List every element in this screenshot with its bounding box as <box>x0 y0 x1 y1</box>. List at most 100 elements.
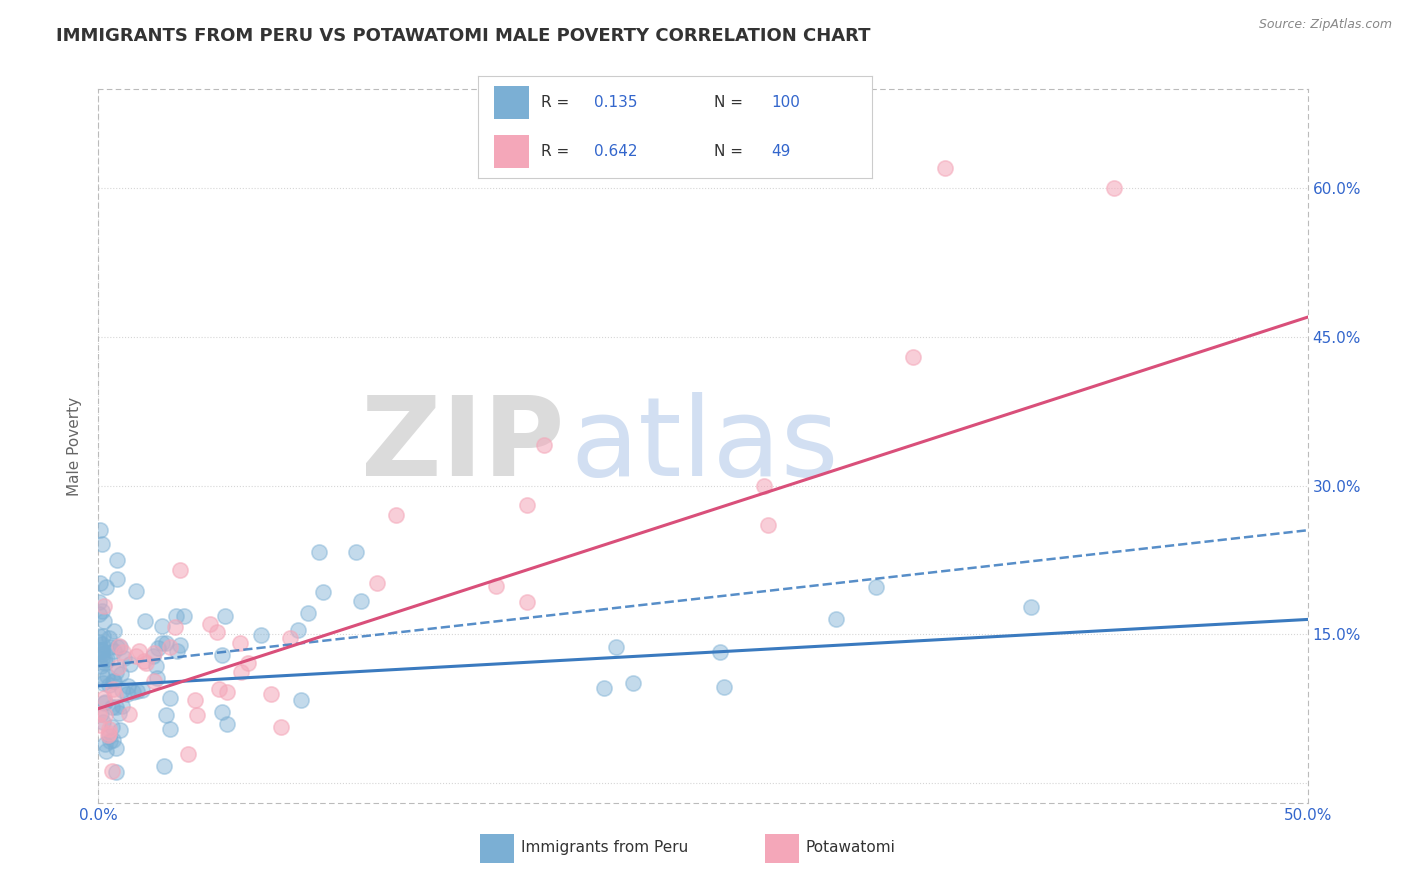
Point <box>278 631 301 645</box>
Point <box>215 716 238 731</box>
Point <box>91 648 114 662</box>
Point <box>516 595 538 609</box>
Point <box>94 737 117 751</box>
Point <box>93 599 115 613</box>
Text: ZIP: ZIP <box>360 392 564 500</box>
Point <box>87 607 110 621</box>
Point <box>108 706 131 720</box>
Point <box>101 681 124 696</box>
Point <box>91 644 114 658</box>
Point <box>934 161 956 176</box>
Point <box>112 651 135 665</box>
Point <box>87 629 110 643</box>
Point <box>107 572 129 586</box>
Text: atlas: atlas <box>569 392 838 500</box>
Point <box>312 584 335 599</box>
FancyBboxPatch shape <box>494 136 529 168</box>
Point <box>87 595 110 609</box>
Point <box>131 682 153 697</box>
Point <box>366 575 388 590</box>
Text: 49: 49 <box>772 145 790 160</box>
Point <box>90 637 112 651</box>
Point <box>229 665 252 680</box>
Point <box>155 708 177 723</box>
Point <box>94 657 117 671</box>
Point <box>111 683 134 698</box>
Point <box>713 680 735 694</box>
Point <box>117 679 139 693</box>
Point <box>229 636 252 650</box>
Point <box>308 544 330 558</box>
Point <box>94 744 117 758</box>
Point <box>270 720 292 734</box>
Point <box>93 708 115 723</box>
Point <box>89 706 111 721</box>
Point <box>142 649 165 664</box>
Text: 0.642: 0.642 <box>595 145 638 160</box>
Point <box>94 653 117 667</box>
Point <box>89 643 111 657</box>
Point <box>105 740 128 755</box>
Point <box>98 640 121 655</box>
Point <box>865 580 887 594</box>
Point <box>166 644 188 658</box>
Point <box>385 508 408 522</box>
Point <box>90 669 112 683</box>
Point <box>155 636 177 650</box>
Point <box>200 616 222 631</box>
Point <box>173 609 195 624</box>
Point <box>107 660 129 674</box>
Point <box>103 644 125 658</box>
Point <box>89 576 111 591</box>
Point <box>98 678 121 692</box>
Point <box>592 681 614 695</box>
Point <box>89 523 111 537</box>
Point <box>150 618 173 632</box>
Point <box>142 674 165 689</box>
Point <box>344 545 367 559</box>
Point <box>135 657 157 671</box>
Point <box>98 722 121 736</box>
FancyBboxPatch shape <box>765 834 799 863</box>
Point <box>90 707 112 722</box>
Point <box>169 563 191 577</box>
Point <box>621 676 644 690</box>
Point <box>128 643 150 657</box>
Point <box>177 747 200 761</box>
Point <box>145 671 167 685</box>
Point <box>125 584 148 599</box>
Point <box>108 723 131 738</box>
Point <box>97 728 120 742</box>
Point <box>709 645 731 659</box>
Point <box>211 705 233 719</box>
Point <box>165 609 187 624</box>
Point <box>825 612 848 626</box>
Point <box>87 717 110 731</box>
Point <box>152 759 174 773</box>
Point <box>205 624 228 639</box>
Point <box>143 646 166 660</box>
Text: N =: N = <box>714 145 744 160</box>
Point <box>533 438 555 452</box>
Point <box>103 624 125 639</box>
Point <box>111 698 134 713</box>
Point <box>93 690 115 705</box>
Point <box>98 733 121 747</box>
Point <box>101 764 124 778</box>
Point <box>211 648 233 663</box>
FancyBboxPatch shape <box>494 87 529 119</box>
Text: R =: R = <box>541 95 569 110</box>
Point <box>163 620 186 634</box>
Text: N =: N = <box>714 95 744 110</box>
Y-axis label: Male Poverty: Male Poverty <box>67 396 83 496</box>
Text: 0.135: 0.135 <box>595 95 638 110</box>
Point <box>112 645 135 659</box>
Text: Source: ZipAtlas.com: Source: ZipAtlas.com <box>1258 18 1392 31</box>
Point <box>90 658 112 673</box>
Point <box>903 350 925 364</box>
Point <box>236 657 259 671</box>
Point <box>105 640 128 655</box>
Point <box>108 640 131 655</box>
Point <box>90 642 112 657</box>
Text: Immigrants from Peru: Immigrants from Peru <box>520 840 688 855</box>
